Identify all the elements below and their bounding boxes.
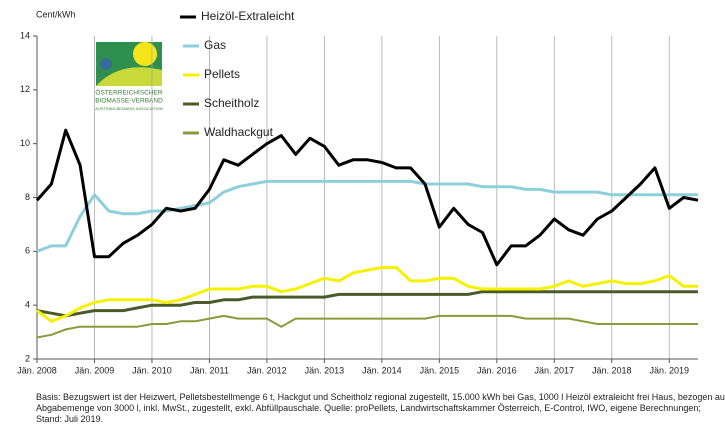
legend-label: Waldhackgut (204, 125, 274, 139)
y-tick-label: 14 (20, 30, 30, 40)
legend-label: Gas (204, 38, 226, 52)
x-tick-label: Jän. 2015 (420, 365, 460, 375)
series-line (36, 266, 698, 323)
x-tick-label: Jän. 2014 (362, 365, 402, 375)
logo-text: AUSTRIAN BIOMASS ASSOCIATION (95, 106, 163, 111)
x-tick-label: Jän. 2008 (17, 365, 57, 375)
x-tick-label: Jän. 2017 (535, 365, 575, 375)
legend-label: Scheitholz (204, 96, 259, 110)
legend-label: Pellets (204, 67, 240, 81)
series-line (36, 179, 698, 253)
x-tick-label: Jän. 2019 (649, 365, 689, 375)
x-tick-label: Jän. 2011 (190, 365, 229, 375)
logo-field (96, 67, 162, 86)
x-tick-label: Jän. 2009 (75, 365, 115, 375)
logo-tree (100, 58, 112, 70)
legend-label: Heizöl-Extraleicht (201, 9, 295, 23)
y-tick-label: 2 (25, 353, 30, 363)
series-line (35, 128, 699, 267)
series-line (36, 314, 698, 339)
y-tick-label: 10 (20, 138, 30, 148)
logo-text: ÖSTERREICHISCHER (95, 89, 162, 97)
y-tick-label: 12 (20, 84, 30, 94)
x-tick-label: Jän. 2016 (477, 365, 517, 375)
x-tick-label: Jän. 2018 (592, 365, 632, 375)
series-line (36, 290, 698, 318)
y-tick-label: 4 (25, 300, 30, 310)
logo-text: BIOMASSE-VERBAND (95, 98, 163, 105)
logo: ÖSTERREICHISCHER BIOMASSE-VERBAND AUSTRI… (95, 42, 163, 111)
x-tick-label: Jän. 2010 (132, 365, 172, 375)
x-tick-label: Jän. 2012 (247, 365, 287, 375)
logo-sun (133, 42, 157, 66)
y-axis-label: Cent/kWh (36, 9, 76, 19)
y-tick-label: 6 (25, 246, 30, 256)
footnote: Abgabemenge von 3000 l, inkl. MwSt., zug… (36, 403, 701, 413)
footnote: Stand: Juli 2019. (36, 414, 103, 424)
footnote: Basis: Bezugswert ist der Heizwert, Pell… (36, 392, 725, 402)
y-tick-label: 8 (25, 192, 30, 202)
x-tick-label: Jän. 2013 (305, 365, 345, 375)
